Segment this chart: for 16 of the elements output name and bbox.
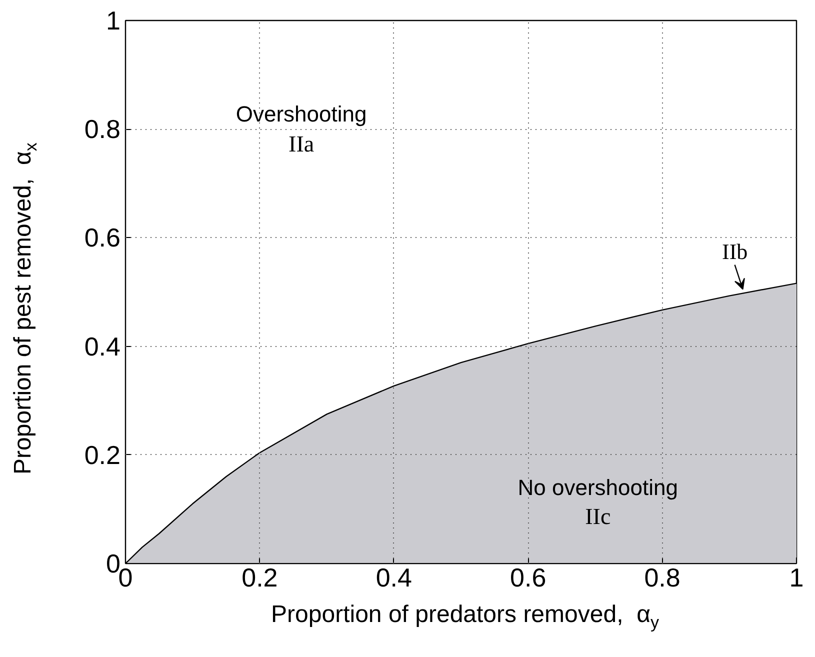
x-tick-label: 1 [789,562,804,592]
annotation: IIc [585,504,611,529]
x-tick-label: 0.2 [242,562,278,592]
y-tick-label: 0.2 [84,440,121,470]
x-tick-label: 0.6 [510,562,546,592]
annotation: IIa [288,131,314,156]
y-tick-label: 1 [106,6,121,36]
y-tick-label: 0.4 [84,331,121,362]
annotation: No overshooting [518,474,678,500]
x-tick-label: 0.4 [376,562,412,592]
y-tick-label: 0.6 [84,222,121,253]
x-tick-label: 0.8 [644,562,680,592]
x-axis-title: Proportion of predators removed, α$_{y}$ [270,600,660,634]
annotation: Overshooting [236,101,367,126]
y-tick-label: 0.8 [84,114,121,144]
annotation: IIb [722,238,748,264]
